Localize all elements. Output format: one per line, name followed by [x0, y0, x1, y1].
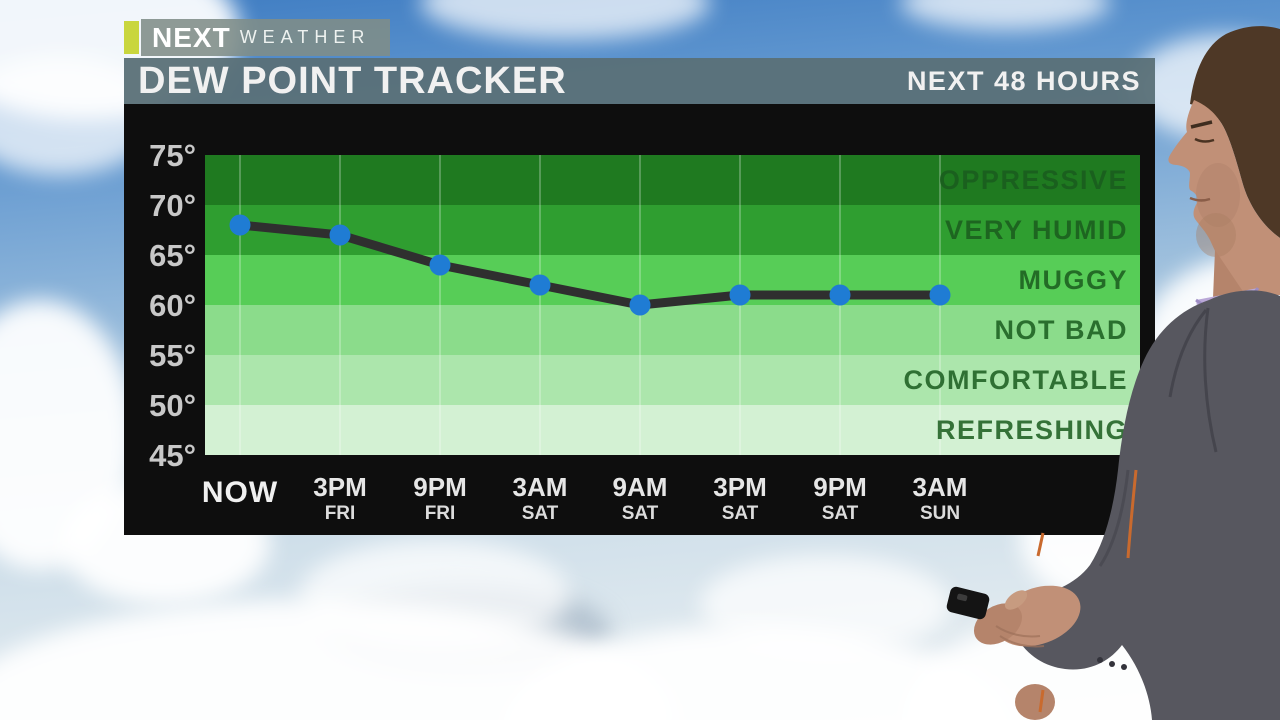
band-oppressive	[205, 155, 1140, 205]
band-label: OPPRESSIVE	[939, 165, 1128, 195]
x-axis-tick-day: SAT	[522, 503, 559, 524]
x-axis-tick: 9PM	[813, 472, 866, 502]
y-axis-tick: 50°	[149, 388, 196, 423]
data-point	[429, 254, 451, 276]
x-axis-tick-day: SAT	[822, 503, 859, 524]
next-weather-logo: NEXT WEATHER	[141, 19, 390, 56]
y-axis-tick: 70°	[149, 188, 196, 223]
chart-panel: OPPRESSIVE VERY HUMID MUGGY NOT BAD COMFORTA…	[124, 104, 1155, 535]
data-point	[529, 274, 551, 296]
band-label: REFRESHING	[936, 415, 1128, 445]
logo-accent-bar	[124, 21, 139, 54]
page-title: DEW POINT TRACKER	[138, 59, 567, 102]
data-point	[329, 224, 351, 246]
logo-sub-text: WEATHER	[239, 27, 371, 47]
x-axis-tick: 9AM	[613, 472, 668, 502]
x-axis-tick: 3AM	[513, 472, 568, 502]
x-axis-tick: 3AM	[913, 472, 968, 502]
data-point	[629, 294, 651, 316]
band-label: COMFORTABLE	[904, 365, 1128, 395]
x-axis-tick: 3PM	[313, 472, 366, 502]
x-axis-tick: NOW	[202, 476, 278, 509]
band-label: NOT BAD	[995, 315, 1129, 345]
band-comfortable	[205, 355, 1140, 405]
y-axis-tick: 75°	[149, 138, 196, 173]
y-axis-tick: 60°	[149, 288, 196, 323]
x-axis-tick-day: FRI	[325, 503, 356, 524]
timeframe-label: NEXT 48 HOURS	[906, 65, 1141, 96]
y-axis-tick: 55°	[149, 338, 196, 373]
data-point	[229, 214, 251, 236]
headline-bar: DEW POINT TRACKER NEXT 48 HOURS	[124, 58, 1155, 104]
band-refreshing	[205, 405, 1140, 455]
band-very-humid	[205, 205, 1140, 255]
x-axis-tick: 9PM	[413, 472, 466, 502]
x-axis-tick-day: FRI	[425, 503, 456, 524]
band-label: MUGGY	[1018, 265, 1128, 295]
x-axis-tick-day: SAT	[722, 503, 759, 524]
data-point	[929, 284, 951, 306]
data-point	[729, 284, 751, 306]
band-muggy	[205, 255, 1140, 305]
data-point	[829, 284, 851, 306]
band-not-bad	[205, 305, 1140, 355]
dew-point-chart: OPPRESSIVE VERY HUMID MUGGY NOT BAD COMFORTA…	[149, 138, 1140, 524]
x-axis-tick-day: SAT	[622, 503, 659, 524]
x-axis-tick-day: SUN	[920, 503, 960, 524]
x-axis-tick: 3PM	[713, 472, 766, 502]
band-label: VERY HUMID	[945, 215, 1128, 245]
y-axis-tick: 65°	[149, 238, 196, 273]
dew-point-line	[235, 220, 945, 310]
y-axis-tick: 45°	[149, 438, 196, 473]
logo-brand-text: NEXT	[152, 21, 231, 53]
